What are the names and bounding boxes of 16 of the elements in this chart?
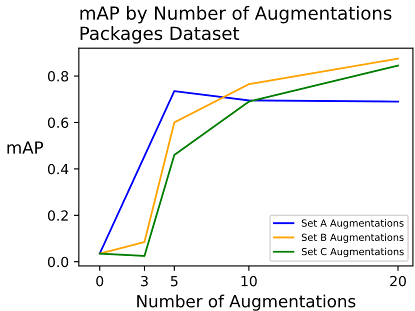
y-tick-label: 0.2 xyxy=(48,210,68,221)
x-axis-title: Number of Augmentations xyxy=(137,294,356,311)
y-tick-label: 0.6 xyxy=(48,117,68,128)
x-tick-label: 10 xyxy=(242,276,257,286)
legend-label: Set A Augmentations xyxy=(302,219,404,229)
x-tick-label: 5 xyxy=(170,276,178,286)
y-axis-title: mAP xyxy=(7,141,44,154)
legend-label: Set B Augmentations xyxy=(302,233,404,243)
x-tick-label: 3 xyxy=(141,276,148,286)
x-tick-label: 0 xyxy=(96,276,104,286)
y-tick-label: 0.0 xyxy=(48,256,68,268)
x-tick-label: 20 xyxy=(390,276,406,286)
y-tick-label: 0.8 xyxy=(48,71,68,82)
legend-label: Set C Augmentations xyxy=(302,248,404,258)
chart-title: mAP by Number of Augmentations Packages Dataset xyxy=(80,6,392,44)
y-tick-label: 0.4 xyxy=(48,164,68,174)
